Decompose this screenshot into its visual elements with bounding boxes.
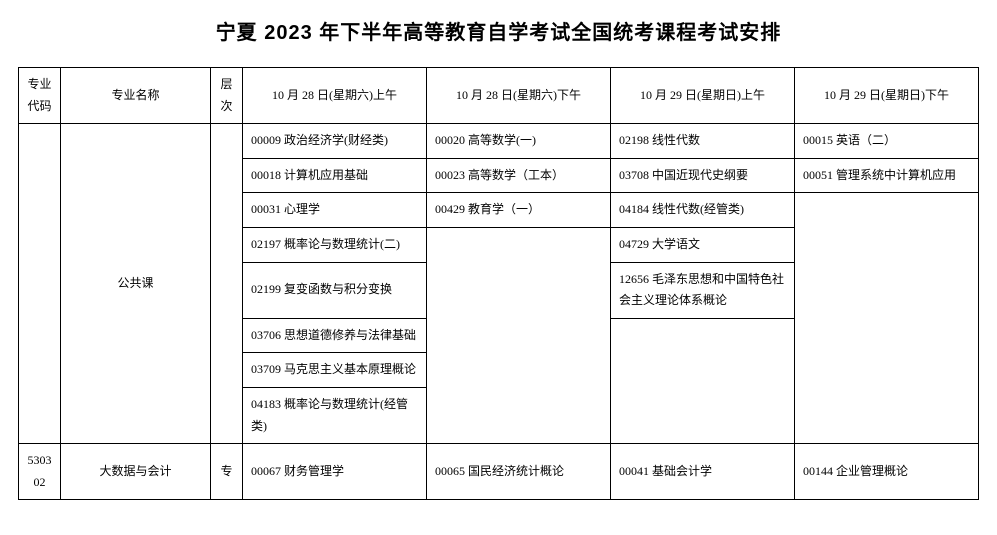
cell-slot4: 00144 企业管理概论 — [795, 444, 979, 500]
cell-slot1: 03709 马克思主义基本原理概论 — [243, 353, 427, 388]
cell-slot2: 00429 教育学（一） — [427, 193, 611, 228]
cell-slot2 — [427, 227, 611, 443]
cell-slot2: 00065 国民经济统计概论 — [427, 444, 611, 500]
table-row: 530302 大数据与会计 专 00067 财务管理学 00065 国民经济统计… — [19, 444, 979, 500]
cell-slot3: 12656 毛泽东思想和中国特色社会主义理论体系概论 — [611, 262, 795, 318]
header-code: 专业代码 — [19, 68, 61, 124]
header-slot3: 10 月 29 日(星期日)上午 — [611, 68, 795, 124]
cell-slot1: 00018 计算机应用基础 — [243, 158, 427, 193]
cell-slot3: 04184 线性代数(经管类) — [611, 193, 795, 228]
cell-slot4: 00015 英语（二） — [795, 124, 979, 159]
header-level: 层次 — [211, 68, 243, 124]
cell-name: 公共课 — [61, 124, 211, 444]
cell-slot1: 00009 政治经济学(财经类) — [243, 124, 427, 159]
cell-slot4 — [795, 193, 979, 444]
cell-slot3: 02198 线性代数 — [611, 124, 795, 159]
table-header-row: 专业代码 专业名称 层次 10 月 28 日(星期六)上午 10 月 28 日(… — [19, 68, 979, 124]
cell-slot1: 00067 财务管理学 — [243, 444, 427, 500]
cell-level: 专 — [211, 444, 243, 500]
cell-slot2: 00023 高等数学（工本） — [427, 158, 611, 193]
cell-slot3 — [611, 318, 795, 443]
page-title: 宁夏 2023 年下半年高等教育自学考试全国统考课程考试安排 — [18, 16, 979, 45]
cell-code — [19, 124, 61, 444]
schedule-table: 专业代码 专业名称 层次 10 月 28 日(星期六)上午 10 月 28 日(… — [18, 67, 979, 500]
cell-slot1: 00031 心理学 — [243, 193, 427, 228]
cell-slot3: 03708 中国近现代史纲要 — [611, 158, 795, 193]
cell-slot3: 00041 基础会计学 — [611, 444, 795, 500]
cell-code: 530302 — [19, 444, 61, 500]
header-slot1: 10 月 28 日(星期六)上午 — [243, 68, 427, 124]
header-slot2: 10 月 28 日(星期六)下午 — [427, 68, 611, 124]
header-slot4: 10 月 29 日(星期日)下午 — [795, 68, 979, 124]
cell-slot4: 00051 管理系统中计算机应用 — [795, 158, 979, 193]
cell-slot2: 00020 高等数学(一) — [427, 124, 611, 159]
cell-slot1: 03706 思想道德修养与法律基础 — [243, 318, 427, 353]
cell-level — [211, 124, 243, 444]
table-row: 公共课 00009 政治经济学(财经类) 00020 高等数学(一) 02198… — [19, 124, 979, 159]
cell-slot1: 02197 概率论与数理统计(二) — [243, 227, 427, 262]
cell-slot1: 04183 概率论与数理统计(经管类) — [243, 387, 427, 443]
cell-slot3: 04729 大学语文 — [611, 227, 795, 262]
cell-slot1: 02199 复变函数与积分变换 — [243, 262, 427, 318]
header-name: 专业名称 — [61, 68, 211, 124]
cell-name: 大数据与会计 — [61, 444, 211, 500]
